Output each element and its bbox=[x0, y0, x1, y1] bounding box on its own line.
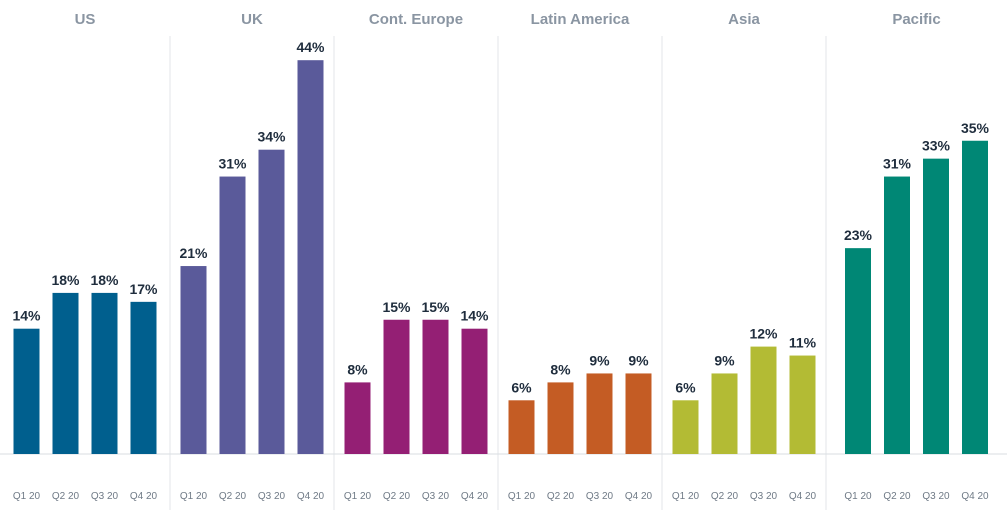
x-tick-label: Q3 20 bbox=[422, 491, 450, 502]
x-tick-label: Q3 20 bbox=[586, 491, 614, 502]
region-panel-asia: Asia 6% Q1 20 9% Q2 20 12% Q3 20 11% Q4 20 bbox=[672, 11, 817, 502]
data-label: 17% bbox=[129, 281, 158, 297]
data-label: 14% bbox=[12, 308, 41, 324]
data-label: 8% bbox=[550, 361, 571, 377]
data-label: 14% bbox=[460, 308, 489, 324]
bar bbox=[547, 382, 574, 454]
bar bbox=[789, 355, 816, 454]
data-label: 11% bbox=[789, 335, 817, 351]
x-tick-label: Q1 20 bbox=[508, 491, 536, 502]
region-panel-us: US 14% Q1 20 18% Q2 20 18% Q3 20 17% Q4 20 bbox=[12, 11, 158, 502]
x-tick-label: Q1 20 bbox=[844, 491, 872, 502]
bar bbox=[711, 373, 738, 454]
region-title: Cont. Europe bbox=[369, 11, 463, 28]
region-title: US bbox=[75, 11, 96, 28]
region-title: Latin America bbox=[531, 11, 630, 28]
bar bbox=[180, 266, 207, 454]
x-tick-label: Q2 20 bbox=[52, 491, 80, 502]
x-tick-label: Q4 20 bbox=[130, 491, 158, 502]
x-tick-label: Q1 20 bbox=[344, 491, 372, 502]
data-label: 34% bbox=[257, 129, 286, 145]
data-label: 9% bbox=[714, 352, 735, 368]
bar bbox=[625, 373, 652, 454]
x-tick-label: Q1 20 bbox=[672, 491, 700, 502]
data-label: 9% bbox=[628, 352, 649, 368]
x-tick-label: Q2 20 bbox=[883, 491, 911, 502]
data-label: 12% bbox=[749, 326, 778, 342]
bar bbox=[13, 328, 40, 454]
bar bbox=[258, 149, 285, 454]
bar bbox=[586, 373, 613, 454]
data-label: 15% bbox=[382, 299, 411, 315]
x-tick-label: Q4 20 bbox=[625, 491, 653, 502]
x-tick-label: Q2 20 bbox=[383, 491, 411, 502]
data-label: 44% bbox=[296, 39, 325, 55]
x-tick-label: Q4 20 bbox=[961, 491, 989, 502]
x-tick-label: Q3 20 bbox=[750, 491, 778, 502]
data-label: 33% bbox=[922, 138, 951, 154]
region-title: Asia bbox=[728, 11, 760, 28]
bar bbox=[91, 292, 118, 454]
bar bbox=[422, 319, 449, 454]
data-label: 6% bbox=[511, 379, 532, 395]
region-panel-pacific: Pacific 23% Q1 20 31% Q2 20 33% Q3 20 35% Q4 20 bbox=[844, 11, 990, 502]
panel-dividers bbox=[169, 36, 827, 510]
data-label: 21% bbox=[179, 245, 208, 261]
bar bbox=[508, 400, 535, 454]
bar bbox=[219, 176, 246, 455]
x-tick-label: Q1 20 bbox=[180, 491, 208, 502]
x-tick-label: Q3 20 bbox=[922, 491, 950, 502]
bar bbox=[750, 346, 777, 454]
region-panels: US 14% Q1 20 18% Q2 20 18% Q3 20 17% Q4 20 UK 21% Q… bbox=[12, 11, 989, 502]
bar bbox=[962, 140, 988, 454]
x-tick-label: Q1 20 bbox=[13, 491, 41, 502]
data-label: 18% bbox=[51, 272, 80, 288]
region-panel-latin-america: Latin America 6% Q1 20 8% Q2 20 9% Q3 20 9% Q4 2… bbox=[508, 11, 653, 502]
x-tick-label: Q2 20 bbox=[219, 491, 247, 502]
bar bbox=[672, 400, 699, 454]
x-tick-label: Q4 20 bbox=[461, 491, 489, 502]
x-tick-label: Q4 20 bbox=[789, 491, 817, 502]
region-title: UK bbox=[241, 11, 263, 28]
x-tick-label: Q2 20 bbox=[711, 491, 739, 502]
bar bbox=[383, 319, 410, 454]
data-label: 9% bbox=[589, 352, 610, 368]
bar bbox=[52, 292, 79, 454]
region-title: Pacific bbox=[892, 11, 940, 28]
bar bbox=[297, 60, 324, 454]
data-label: 6% bbox=[675, 379, 696, 395]
data-label: 23% bbox=[844, 227, 873, 243]
data-label: 35% bbox=[961, 120, 990, 136]
bar bbox=[845, 248, 871, 454]
region-panel-uk: UK 21% Q1 20 31% Q2 20 34% Q3 20 44% Q4 20 bbox=[179, 11, 325, 502]
data-label: 8% bbox=[347, 361, 368, 377]
bar bbox=[884, 176, 910, 455]
region-panel-cont-europe: Cont. Europe 8% Q1 20 15% Q2 20 15% Q3 20 14% Q4… bbox=[344, 11, 489, 502]
data-label: 31% bbox=[218, 156, 247, 172]
data-label: 15% bbox=[421, 299, 450, 315]
bar bbox=[130, 301, 157, 454]
bar bbox=[461, 328, 488, 454]
data-label: 18% bbox=[90, 272, 119, 288]
x-tick-label: Q3 20 bbox=[91, 491, 119, 502]
x-tick-label: Q4 20 bbox=[297, 491, 325, 502]
x-tick-label: Q3 20 bbox=[258, 491, 286, 502]
data-label: 31% bbox=[883, 156, 912, 172]
bar bbox=[344, 382, 371, 454]
bar bbox=[923, 158, 949, 454]
x-tick-label: Q2 20 bbox=[547, 491, 575, 502]
